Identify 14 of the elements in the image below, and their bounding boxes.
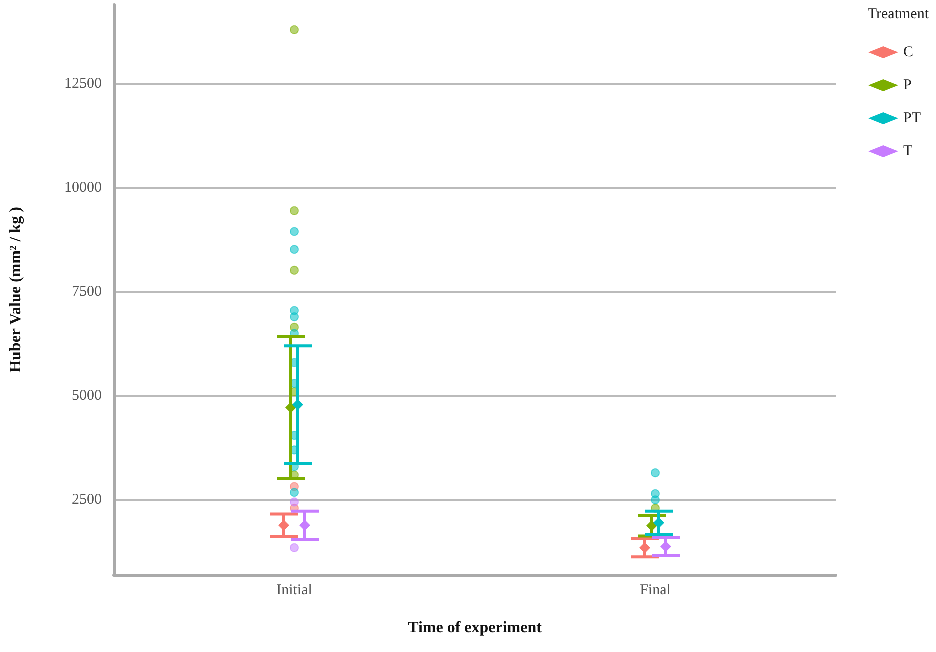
legend-label: P [903, 78, 912, 94]
legend-label: C [903, 44, 914, 60]
y-axis-title: Huber Value (mm² / kg ) [8, 207, 24, 373]
x-axis-title: Time of experiment [408, 620, 543, 636]
legend-label: T [903, 144, 913, 160]
y-tick-label: 10000 [64, 180, 102, 196]
y-tick-label: 2500 [72, 492, 102, 508]
legend-title: Treatment [868, 6, 930, 22]
legend-label: PT [903, 110, 922, 126]
y-tick-label: 5000 [72, 388, 102, 404]
y-tick-label: 12500 [64, 76, 102, 92]
y-tick-label: 7500 [72, 284, 102, 300]
x-tick-label: Final [640, 582, 671, 598]
x-tick-label: Initial [276, 582, 312, 598]
